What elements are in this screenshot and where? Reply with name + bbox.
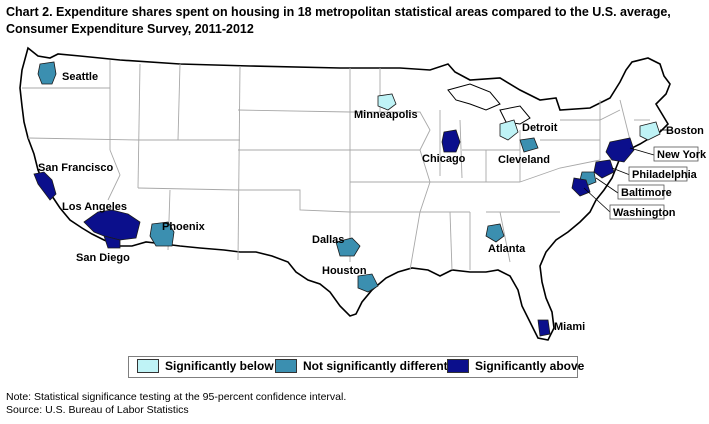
metro-san-diego: [103, 235, 121, 249]
label-detroit: Detroit: [522, 122, 558, 134]
city-labels: Seattle San Francisco Los Angeles San Di…: [38, 71, 707, 333]
source-text: Source: U.S. Bureau of Labor Statistics: [6, 404, 189, 416]
metro-houston: [357, 273, 379, 293]
metro-los-angeles: [83, 209, 141, 241]
legend-item-below: Significantly below: [137, 359, 274, 373]
metro-washington: [571, 177, 591, 197]
metro-minneapolis: [377, 93, 397, 111]
metro-detroit: [499, 119, 519, 141]
legend-item-above: Significantly above: [447, 359, 584, 373]
note-text: Note: Statistical significance testing a…: [6, 391, 347, 403]
metro-san-francisco: [33, 171, 57, 201]
metro-philadelphia: [593, 159, 615, 179]
leader-lines: [583, 129, 670, 213]
chart-title-line-2: Consumer Expenditure Survey, 2011-2012: [6, 22, 254, 36]
label-philadelphia: Philadelphia: [632, 169, 698, 181]
legend-item-not-different: Not significantly different: [275, 359, 448, 373]
label-washington: Washington: [613, 207, 676, 219]
label-miami: Miami: [554, 321, 585, 333]
metro-dallas: [335, 237, 361, 257]
us-outline: [19, 46, 671, 341]
label-los-angeles: Los Angeles: [62, 201, 127, 213]
label-chicago: Chicago: [422, 153, 466, 165]
label-dallas: Dallas: [312, 234, 344, 246]
metro-areas: [33, 61, 661, 337]
label-minneapolis: Minneapolis: [354, 109, 418, 121]
metro-seattle: [37, 61, 57, 85]
chart-title-line-1: Chart 2. Expenditure shares spent on hou…: [6, 5, 671, 19]
metro-atlanta: [485, 223, 505, 243]
legend-label-above: Significantly above: [475, 359, 585, 373]
chart-title: Chart 2. Expenditure shares spent on hou…: [6, 4, 696, 38]
legend-label-below: Significantly below: [165, 359, 274, 373]
label-san-diego: San Diego: [76, 252, 130, 264]
label-baltimore: Baltimore: [621, 187, 672, 199]
label-seattle: Seattle: [62, 71, 98, 83]
metro-new-york: [605, 137, 635, 163]
footnotes: Note: Statistical significance testing a…: [6, 391, 346, 417]
legend-swatch-above: [447, 359, 469, 373]
label-san-francisco: San Francisco: [38, 162, 113, 174]
metro-miami: [537, 319, 551, 337]
label-new-york: New York: [657, 149, 707, 161]
label-atlanta: Atlanta: [488, 243, 526, 255]
map-legend: Significantly below Not significantly di…: [128, 356, 584, 378]
legend-label-not-different: Not significantly different: [303, 359, 448, 373]
label-phoenix: Phoenix: [162, 221, 206, 233]
metro-boston: [639, 121, 661, 141]
state-borders: [22, 60, 650, 271]
metro-phoenix: [149, 221, 175, 247]
legend-swatch-below: [137, 359, 159, 373]
label-boston: Boston: [666, 125, 704, 137]
metro-chicago: [441, 129, 461, 153]
legend-swatch-not-different: [275, 359, 297, 373]
label-houston: Houston: [322, 265, 367, 277]
label-cleveland: Cleveland: [498, 154, 550, 166]
metro-cleveland: [519, 137, 539, 153]
